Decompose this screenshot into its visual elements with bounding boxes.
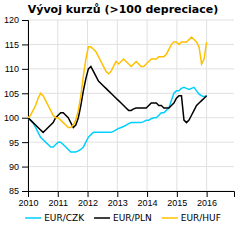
tick: 2013 — [108, 191, 128, 208]
y-axis: 85 90 95 100 105 110 115 120 — [4, 15, 29, 196]
legend-label: EUR/CZK — [44, 213, 85, 223]
x-axis: 2010 2011 2012 2013 2014 2015 2016 — [18, 191, 234, 208]
tick: 85 — [9, 186, 28, 196]
tick-mark — [22, 20, 28, 21]
tick-label: 2011 — [49, 198, 68, 208]
tick-label: 120 — [4, 15, 19, 25]
legend-label: EUR/HUF — [181, 213, 221, 223]
tick-mark — [22, 118, 28, 119]
grid-line — [147, 20, 148, 191]
legend-label: EUR/PLN — [113, 213, 152, 223]
legend-swatch — [94, 217, 110, 219]
tick-mark — [22, 142, 28, 143]
tick: 100 — [4, 113, 28, 123]
grid-line — [117, 20, 118, 191]
grid-line — [57, 20, 58, 191]
tick-mark — [147, 191, 148, 197]
series-line — [28, 66, 207, 132]
grid-line — [28, 68, 234, 69]
grid — [28, 20, 234, 191]
tick-mark — [22, 44, 28, 45]
tick: 90 — [9, 162, 28, 172]
tick: 2011 — [49, 191, 68, 208]
grid-line — [28, 93, 234, 94]
tick-mark — [22, 167, 28, 168]
grid-line — [28, 20, 234, 21]
tick-label: 100 — [4, 113, 19, 123]
series-line — [28, 37, 207, 127]
tick-mark — [117, 191, 118, 197]
legend: EUR/CZK EUR/PLN EUR/HUF — [25, 213, 221, 223]
tick: 2014 — [138, 191, 158, 208]
chart: 2010 2011 2012 2013 2014 2015 2016 85 90 95 100 105… — [0, 0, 246, 227]
tick: 2012 — [78, 191, 98, 208]
tick-mark — [88, 191, 89, 197]
tick-mark — [58, 191, 59, 197]
grid-line — [28, 166, 234, 167]
tick: 95 — [9, 138, 28, 148]
tick-mark — [22, 69, 28, 70]
axis-line — [22, 21, 29, 192]
lines — [28, 37, 207, 152]
legend-item: EUR/CZK — [25, 213, 85, 223]
tick-label: 95 — [9, 138, 19, 148]
axis-line — [29, 192, 235, 198]
tick-mark — [177, 191, 178, 197]
tick-label: 2014 — [138, 198, 158, 208]
legend-swatch — [25, 217, 41, 219]
title: Vývoj kurzů (>100 depreciace) — [28, 3, 219, 16]
tick: 2015 — [167, 191, 187, 208]
grid-line — [28, 44, 234, 45]
tick: 2016 — [197, 191, 217, 208]
tick-label: 2015 — [167, 198, 187, 208]
grid-line — [176, 20, 177, 191]
legend-item: EUR/PLN — [94, 213, 152, 223]
tick-mark — [22, 93, 28, 94]
tick-label: 115 — [5, 40, 19, 50]
grid-line — [87, 20, 88, 191]
legend-item: EUR/HUF — [162, 213, 221, 223]
plot: 2010 2011 2012 2013 2014 2015 2016 85 90 95 100 105… — [4, 15, 235, 208]
tick-mark — [22, 191, 28, 192]
tick-label: 90 — [9, 162, 19, 172]
tick-label: 2012 — [78, 198, 98, 208]
tick: 115 — [5, 40, 28, 50]
tick-label: 2013 — [108, 198, 128, 208]
tick-label: 110 — [5, 64, 19, 74]
tick-label: 85 — [9, 186, 19, 196]
tick-mark — [207, 191, 208, 197]
tick-label: 2016 — [197, 198, 217, 208]
legend-swatch — [162, 217, 178, 219]
tick-label: 2010 — [18, 198, 38, 208]
tick: 110 — [5, 64, 28, 74]
tick: 105 — [4, 89, 28, 99]
tick-label: 105 — [4, 89, 19, 99]
tick: 120 — [4, 15, 28, 25]
tick: 2010 — [18, 191, 38, 208]
